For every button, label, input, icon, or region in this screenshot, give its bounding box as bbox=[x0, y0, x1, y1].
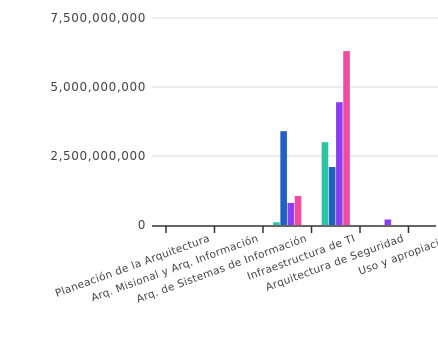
bars bbox=[273, 51, 392, 226]
bar bbox=[294, 196, 302, 225]
bar bbox=[343, 51, 350, 226]
y-tick-label: 5,000,000,000 bbox=[50, 80, 146, 94]
y-axis-tick-labels: 0 2,500,000,000 5,000,000,000 7,500,000,000 bbox=[50, 11, 146, 232]
bar bbox=[336, 102, 343, 225]
y-tick-label: 2,500,000,000 bbox=[50, 149, 146, 163]
bar bbox=[321, 142, 329, 225]
bar bbox=[328, 167, 336, 225]
bar bbox=[384, 219, 392, 225]
x-axis-ticks bbox=[165, 226, 410, 233]
bar bbox=[273, 222, 280, 225]
bar bbox=[280, 131, 287, 225]
y-tick-label: 0 bbox=[138, 218, 146, 232]
grid-lines bbox=[152, 17, 438, 157]
bar bbox=[287, 202, 295, 225]
y-tick-label: 7,500,000,000 bbox=[50, 11, 146, 25]
